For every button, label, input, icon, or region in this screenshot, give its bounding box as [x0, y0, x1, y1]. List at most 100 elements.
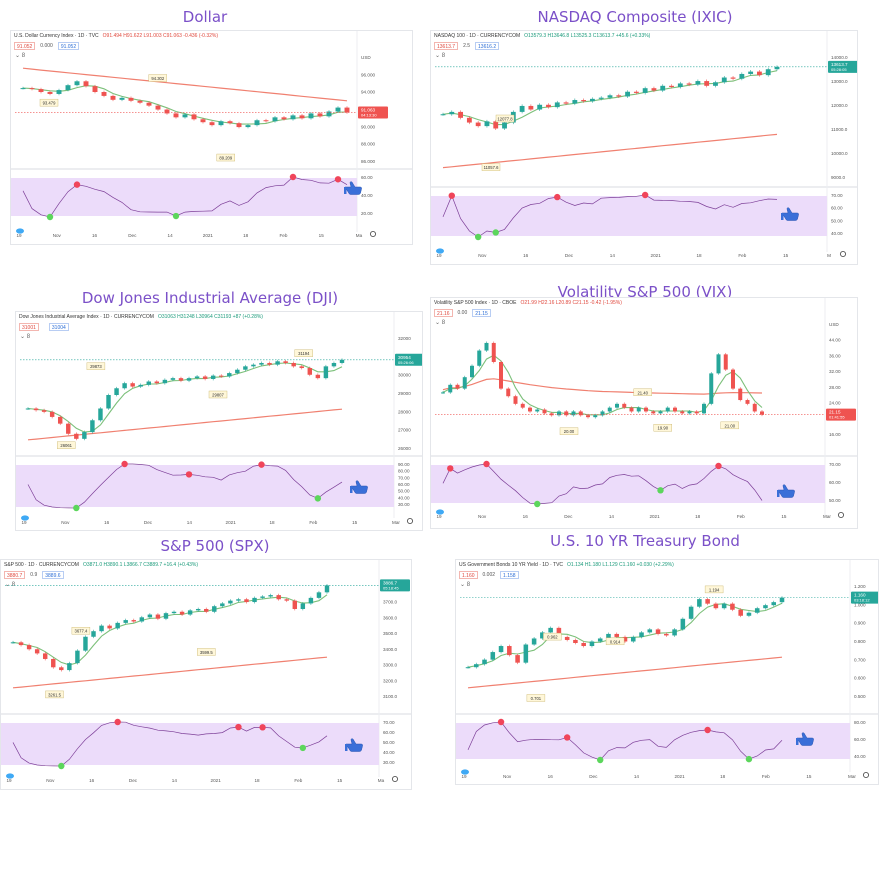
- candle[interactable]: [344, 106, 350, 114]
- candle[interactable]: [484, 119, 490, 128]
- candle[interactable]: [721, 75, 727, 84]
- candle[interactable]: [639, 630, 644, 639]
- candle[interactable]: [227, 119, 233, 125]
- candle[interactable]: [275, 359, 280, 367]
- candle[interactable]: [182, 113, 188, 119]
- candle[interactable]: [622, 635, 628, 643]
- candle[interactable]: [738, 608, 743, 618]
- candle[interactable]: [186, 376, 192, 383]
- candle[interactable]: [59, 665, 64, 672]
- candle[interactable]: [548, 626, 553, 634]
- candle[interactable]: [473, 662, 479, 669]
- candle[interactable]: [284, 597, 289, 603]
- candle[interactable]: [212, 604, 217, 614]
- candle[interactable]: [763, 603, 768, 610]
- candle[interactable]: [122, 381, 127, 390]
- candle[interactable]: [291, 361, 296, 368]
- candle[interactable]: [162, 378, 168, 385]
- tradingview-logo-icon[interactable]: [21, 515, 29, 521]
- candle[interactable]: [470, 364, 474, 379]
- candle[interactable]: [18, 640, 24, 647]
- candle[interactable]: [528, 406, 532, 413]
- candle[interactable]: [56, 88, 62, 96]
- candle[interactable]: [119, 96, 125, 102]
- candle[interactable]: [672, 627, 677, 637]
- candle[interactable]: [477, 349, 482, 368]
- candle[interactable]: [163, 611, 169, 621]
- candle[interactable]: [299, 364, 304, 370]
- candle[interactable]: [572, 98, 578, 106]
- candle[interactable]: [164, 108, 170, 115]
- candle[interactable]: [292, 599, 298, 611]
- candle[interactable]: [702, 402, 706, 415]
- bid-price[interactable]: 13613.7: [434, 42, 459, 50]
- candle[interactable]: [123, 618, 128, 625]
- candle[interactable]: [629, 406, 634, 413]
- ask-price[interactable]: 21.15: [472, 309, 491, 317]
- candle[interactable]: [687, 410, 692, 415]
- candle[interactable]: [664, 632, 669, 637]
- candle[interactable]: [779, 596, 785, 604]
- candle[interactable]: [499, 360, 503, 391]
- candle[interactable]: [335, 106, 341, 113]
- candle[interactable]: [268, 593, 273, 598]
- candle[interactable]: [326, 110, 332, 118]
- candle[interactable]: [191, 113, 197, 121]
- candle[interactable]: [754, 606, 760, 615]
- collapse-indicators-icon[interactable]: ⌄ 8: [15, 53, 26, 59]
- bid-price[interactable]: 31001: [19, 323, 39, 331]
- candle[interactable]: [115, 621, 120, 630]
- candle[interactable]: [41, 408, 47, 414]
- candle[interactable]: [254, 118, 260, 127]
- chart-svg[interactable]: 0.962 0.701 0.914 1.194 1.200 1.000 0.900 0.800…: [456, 560, 878, 784]
- candle[interactable]: [339, 358, 345, 365]
- candle[interactable]: [101, 90, 107, 98]
- candle[interactable]: [267, 361, 272, 367]
- candle[interactable]: [171, 610, 177, 615]
- candle[interactable]: [236, 597, 241, 603]
- candle[interactable]: [564, 635, 570, 642]
- candle[interactable]: [462, 375, 467, 391]
- candle[interactable]: [760, 410, 764, 417]
- candle[interactable]: [697, 597, 702, 609]
- candle[interactable]: [65, 83, 71, 92]
- tradingview-logo-icon[interactable]: [436, 248, 444, 254]
- candle[interactable]: [633, 90, 639, 95]
- candle[interactable]: [540, 630, 545, 640]
- ask-price[interactable]: 1.158: [500, 571, 519, 579]
- candle[interactable]: [502, 121, 507, 131]
- candle[interactable]: [554, 100, 560, 109]
- candle[interactable]: [220, 602, 225, 608]
- candle[interactable]: [42, 651, 48, 661]
- candle[interactable]: [519, 104, 525, 114]
- candle[interactable]: [730, 75, 736, 81]
- candle[interactable]: [716, 352, 721, 375]
- candle[interactable]: [243, 364, 248, 372]
- bid-price[interactable]: 21.16: [434, 309, 453, 317]
- candle[interactable]: [106, 393, 111, 410]
- candle[interactable]: [307, 366, 313, 377]
- candle[interactable]: [299, 114, 305, 120]
- candle[interactable]: [515, 653, 520, 665]
- candle[interactable]: [47, 90, 53, 96]
- candle[interactable]: [91, 629, 96, 639]
- candle[interactable]: [739, 72, 745, 81]
- candle[interactable]: [482, 658, 487, 666]
- chart-panel-spx[interactable]: S&P 500 · 1D · CURRENCYCOM O3871.0 H3890.…: [0, 559, 412, 790]
- candle[interactable]: [458, 110, 463, 120]
- candle[interactable]: [721, 602, 727, 610]
- candle[interactable]: [581, 641, 586, 648]
- candle[interactable]: [466, 116, 472, 125]
- candle[interactable]: [573, 638, 578, 645]
- candle[interactable]: [491, 341, 496, 364]
- candle[interactable]: [51, 657, 56, 669]
- tradingview-logo-icon[interactable]: [461, 769, 469, 775]
- candle[interactable]: [209, 120, 215, 127]
- bid-ask-pill[interactable]: 13613.7 2.5 13616.2: [434, 42, 500, 50]
- gear-icon[interactable]: [391, 775, 399, 783]
- candle[interactable]: [520, 402, 525, 410]
- candle[interactable]: [281, 115, 287, 121]
- candle[interactable]: [709, 371, 714, 406]
- tradingview-logo-icon[interactable]: [436, 509, 444, 515]
- gear-icon[interactable]: [839, 250, 847, 258]
